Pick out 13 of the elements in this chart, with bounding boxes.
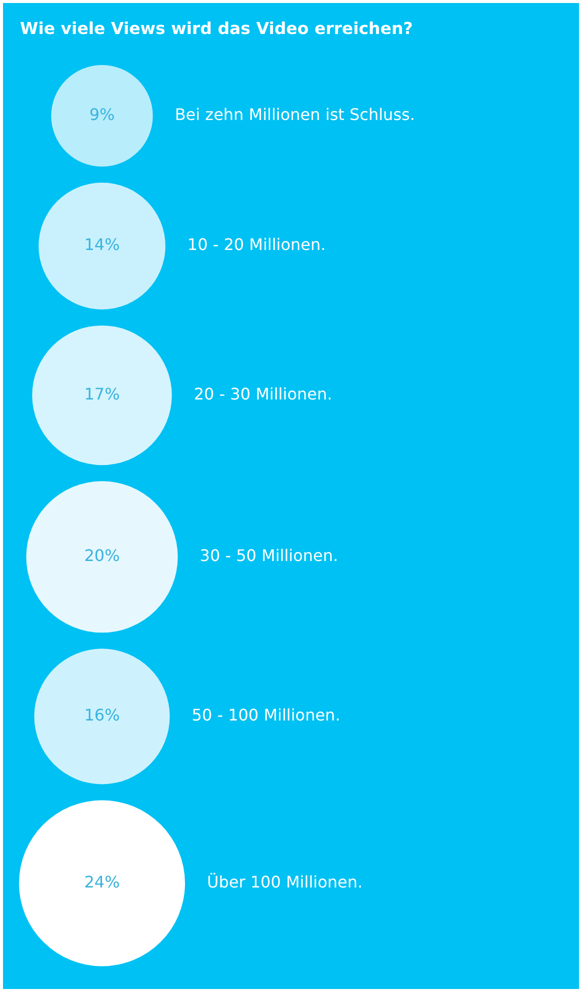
category-label: 50 - 100 Millionen. xyxy=(192,706,340,725)
data-label: 24% xyxy=(84,872,120,892)
data-label: 17% xyxy=(84,384,120,404)
category-label: 10 - 20 Millionen. xyxy=(187,235,326,254)
text: Wie viele Views wird das Video erreichen? xyxy=(20,19,413,38)
category-label: 20 - 30 Millionen. xyxy=(194,384,332,404)
data-label: 16% xyxy=(84,706,120,725)
data-label: 20% xyxy=(84,546,120,566)
data-label: 9% xyxy=(89,104,115,124)
category-label: Über 100 Millionen. xyxy=(207,872,363,892)
category-label: Bei zehn Millionen ist Schluss. xyxy=(174,104,415,124)
data-label: 14% xyxy=(84,235,120,254)
category-label: 30 - 50 Millionen. xyxy=(200,546,338,566)
